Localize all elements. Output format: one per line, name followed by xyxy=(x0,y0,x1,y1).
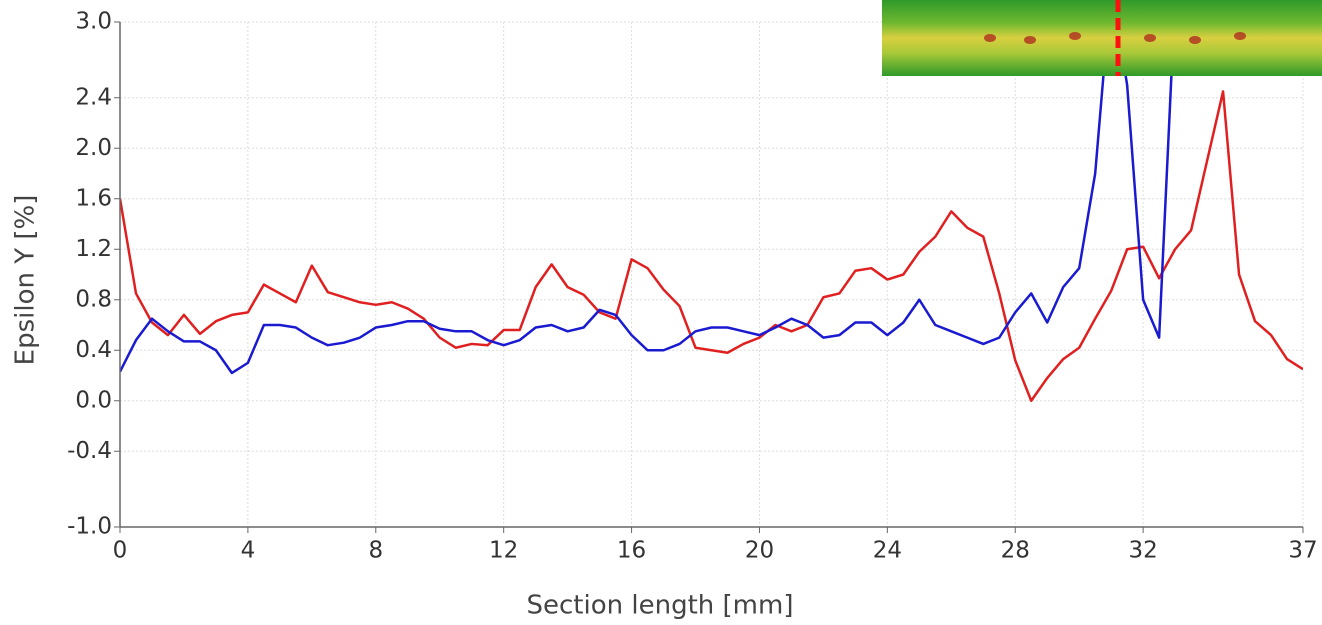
x-tick-label: 4 xyxy=(241,538,256,564)
plot-area xyxy=(120,22,1303,402)
x-tick-label: 0 xyxy=(113,538,128,564)
inset-image xyxy=(882,0,1322,76)
y-tick-label: -0.4 xyxy=(67,438,112,464)
x-tick-label: 12 xyxy=(489,538,518,564)
y-tick-label: 0.4 xyxy=(75,337,112,363)
y-tick-label: 3.0 xyxy=(75,9,112,35)
x-tick-label: 24 xyxy=(873,538,902,564)
inset-marks xyxy=(984,32,1246,44)
y-tick-label: 1.6 xyxy=(75,185,112,211)
y-tick-label: 0.8 xyxy=(75,286,112,312)
y-tick-label: 1.2 xyxy=(75,236,112,262)
y-tick-label: 2.0 xyxy=(75,135,112,161)
x-tick-label: 16 xyxy=(617,538,646,564)
data-line xyxy=(120,90,1303,402)
data-line xyxy=(120,22,1176,375)
x-tick-label: 32 xyxy=(1128,538,1157,564)
x-axis-label: Section length [mm] xyxy=(527,591,794,621)
x-tick-label: 37 xyxy=(1288,538,1317,564)
x-tick-label: 28 xyxy=(1001,538,1030,564)
y-tick-label: 2.4 xyxy=(75,84,112,110)
x-tick-label: 20 xyxy=(745,538,774,564)
inset-background xyxy=(882,0,1322,76)
y-tick-label: -1.0 xyxy=(67,514,112,540)
x-tick-label: 8 xyxy=(368,538,383,564)
grid xyxy=(119,21,1304,528)
y-tick-label: 0.0 xyxy=(75,387,112,413)
y-axis-label: Epsilon Y [%] xyxy=(11,195,41,366)
